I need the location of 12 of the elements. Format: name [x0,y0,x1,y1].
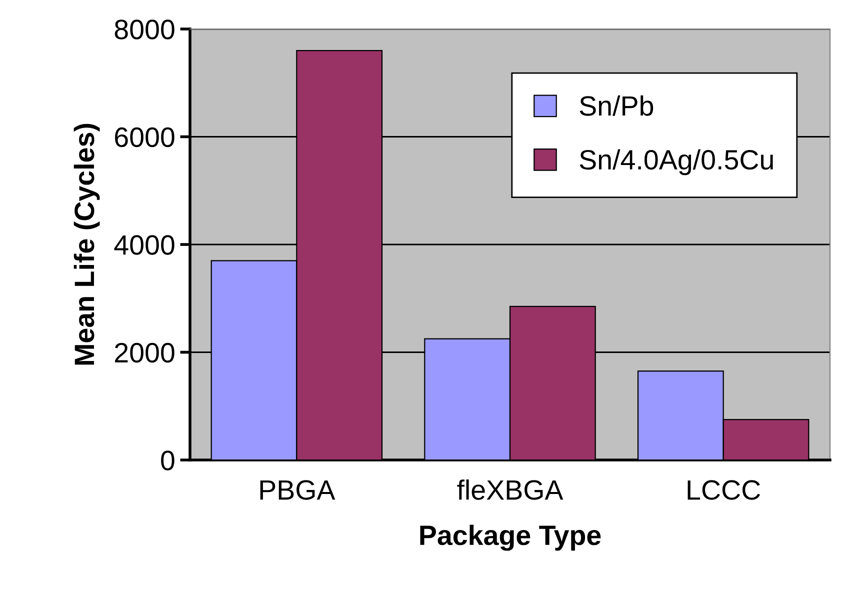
y-tick-label: 6000 [115,127,174,148]
x-tick-label: LCCC [688,480,760,500]
y-tick-label: 0 [161,450,174,470]
y-tick-label: 2000 [115,342,174,363]
x-tick-label: fleXBGA [457,479,564,500]
y-tick-label: 8000 [114,20,174,40]
legend-label: Sn/Pb [580,95,654,116]
x-axis-title: Package Type [420,524,601,551]
x-tick-label: PBGA [260,480,336,500]
legend-label: Sn/4.0Ag/0.5Cu [580,149,773,176]
y-axis-title: Mean Life (Cycles) [74,124,100,365]
y-tick-label: 4000 [114,235,174,255]
